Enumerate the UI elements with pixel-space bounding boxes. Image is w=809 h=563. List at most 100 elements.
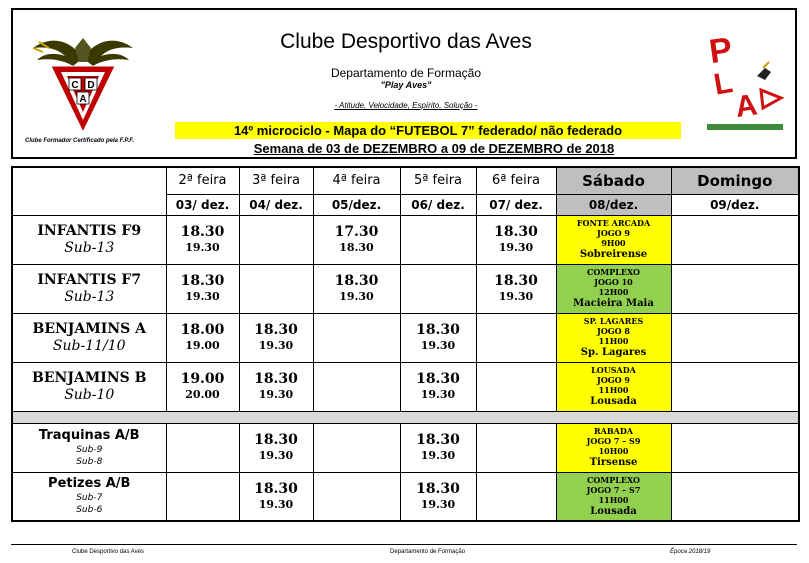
- svg-text:P: P: [707, 30, 735, 71]
- training-cell: 18.30 19.30: [475, 214, 557, 265]
- sunday-cell: [670, 214, 800, 265]
- svg-text:D: D: [87, 80, 94, 91]
- training-start: 18.30: [254, 480, 298, 497]
- training-cell: 18.30 19.30: [238, 471, 314, 522]
- training-end: 19.30: [420, 449, 456, 462]
- day-header: 5ª feira: [399, 166, 477, 195]
- training-cell: 18.30 19.30: [399, 361, 477, 412]
- team-age-group: Sub-11/10: [52, 337, 126, 354]
- training-end: 19.30: [185, 290, 220, 303]
- date-header-sunday: 09/dez.: [670, 193, 800, 216]
- training-cell: 18.30 19.30: [238, 422, 314, 473]
- sunday-cell: [670, 361, 800, 412]
- training-start: 18.30: [494, 273, 538, 289]
- separator-row: [11, 410, 800, 424]
- sunday-cell: [670, 263, 800, 314]
- training-cell: 18.30 19.30: [165, 214, 240, 265]
- team-row: BENJAMINS B Sub-10 19.00 20.00 18.30 19.30 18.…: [11, 361, 800, 412]
- team-age-group: Sub-7: [76, 493, 103, 504]
- training-start: 18.30: [334, 273, 379, 289]
- week-range: Semana de 03 de DEZEMBRO a 09 de DEZEMBR…: [253, 141, 615, 156]
- team-row: INFANTIS F7 Sub-13 18.30 19.30 18.30 19.30 18.…: [11, 263, 800, 314]
- day-header-saturday: Sábado: [555, 166, 672, 195]
- game-venue: RABADA: [594, 426, 633, 436]
- club-crest-logo: C D A: [32, 38, 133, 134]
- days-header-row: 2ª feira 3ª feira 4ª feira 5ª feira 6ª f…: [11, 166, 800, 216]
- training-cell: 18.30 19.30: [312, 263, 401, 314]
- training-start: 18.30: [416, 480, 460, 497]
- team-group-small: Traquinas A/B Sub-9 Sub-8 18.30 19.30 18.30 19…: [11, 422, 800, 522]
- team-age-group: Sub-13: [64, 288, 115, 305]
- training-cell: [399, 263, 477, 314]
- training-end: 19.30: [420, 497, 456, 511]
- game-time: 11H00: [598, 494, 629, 505]
- training-end: 19.30: [339, 290, 374, 303]
- training-cell: [312, 312, 401, 363]
- training-cell: [312, 471, 401, 522]
- game-time: 9H00: [601, 238, 626, 248]
- team-row: INFANTIS F9 Sub-13 18.30 19.30 17.30 18.30 18.…: [11, 214, 800, 265]
- training-end: 18.30: [339, 241, 374, 254]
- microcycle-title: 14º microciclo - Mapa do “FUTEBOL 7” fed…: [175, 122, 681, 139]
- svg-text:A: A: [79, 94, 86, 105]
- training-cell: [165, 422, 240, 473]
- training-start: 17.30: [334, 224, 379, 240]
- saturday-game-cell: COMPLEXO JOGO 10 12H00 Macieira Maia: [555, 263, 672, 314]
- training-start: 18.00: [180, 322, 225, 338]
- saturday-game-cell: COMPLEXO JOGO 7 – S7 11H00 Lousada: [555, 471, 672, 522]
- team-cell: BENJAMINS B Sub-10: [11, 361, 167, 412]
- svg-text:A: A: [733, 88, 759, 124]
- game-venue: LOUSADA: [591, 365, 636, 375]
- play-aves-logo: P L A: [707, 30, 785, 130]
- team-row: BENJAMINS A Sub-11/10 18.00 19.00 18.30 19.30…: [11, 312, 800, 363]
- team-cell: Traquinas A/B Sub-9 Sub-8: [11, 422, 167, 473]
- training-cell: [165, 471, 240, 522]
- training-start: 18.30: [254, 371, 298, 387]
- separator-cell: [11, 410, 800, 424]
- game-time: 12H00: [598, 287, 629, 297]
- training-cell: [475, 471, 557, 522]
- team-age-group: Sub-6: [76, 505, 103, 516]
- training-end: 20.00: [185, 388, 220, 401]
- footer-season: Época 2018/19: [670, 549, 711, 555]
- training-end: 19.30: [258, 339, 294, 352]
- game-time: 11H00: [598, 336, 629, 346]
- team-name: Traquinas A/B: [38, 427, 140, 443]
- game-venue: FONTE ARCADA: [576, 218, 651, 228]
- team-row: Petizes A/B Sub-7 Sub-6 18.30 19.30 18.30 19.3…: [11, 471, 800, 522]
- training-end: 19.30: [258, 497, 294, 511]
- training-cell: 18.00 19.00: [165, 312, 240, 363]
- corner-cell: [11, 166, 167, 216]
- training-start: 18.30: [416, 322, 460, 338]
- date-header: 04/ dez.: [238, 193, 314, 216]
- training-end: 19.00: [185, 339, 220, 352]
- day-header: 2ª feira: [165, 166, 240, 195]
- game-venue: SP. LAGARES: [583, 316, 644, 326]
- game-opponent: Tirsense: [589, 457, 638, 468]
- training-cell: 18.30 19.30: [165, 263, 240, 314]
- header-box: C D A Clube Formador Certificado pela F.…: [11, 8, 797, 159]
- sunday-cell: [670, 312, 800, 363]
- training-cell: 18.30 19.30: [475, 263, 557, 314]
- training-start: 18.30: [494, 224, 538, 240]
- training-cell: 18.30 19.30: [399, 471, 477, 522]
- footer-club: Clube Desportivo das Aves: [72, 549, 144, 555]
- date-header-saturday: 08/dez.: [555, 193, 672, 216]
- day-header-sunday: Domingo: [670, 166, 800, 195]
- date-header: 03/ dez.: [165, 193, 240, 216]
- team-name: BENJAMINS B: [32, 369, 147, 386]
- team-age-group: Sub-9: [76, 444, 103, 455]
- footer-department: Departamento de Formação: [390, 549, 466, 555]
- game-opponent: Lousada: [590, 505, 637, 517]
- date-header: 05/dez.: [312, 193, 401, 216]
- svg-text:C: C: [71, 80, 78, 91]
- department-title: Departamento de Formação: [330, 66, 482, 80]
- team-cell: INFANTIS F7 Sub-13: [11, 263, 167, 314]
- training-start: 18.30: [254, 432, 298, 448]
- team-age-group: Sub-13: [64, 239, 115, 256]
- training-start: 18.30: [254, 322, 298, 338]
- training-end: 19.30: [498, 290, 534, 303]
- game-venue: COMPLEXO: [587, 267, 640, 277]
- training-end: 19.30: [258, 388, 294, 401]
- team-group-main: INFANTIS F9 Sub-13 18.30 19.30 17.30 18.30 18.…: [11, 214, 800, 412]
